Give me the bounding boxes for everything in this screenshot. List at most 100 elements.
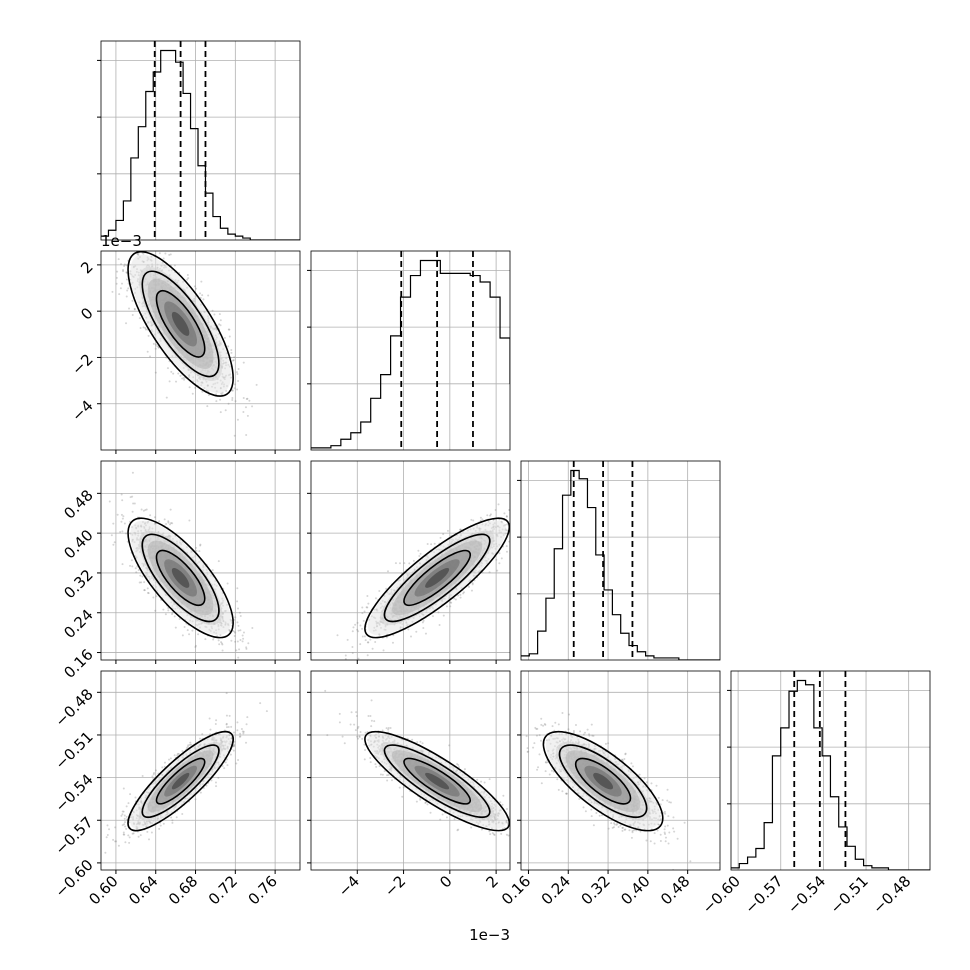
sample-point (352, 626, 355, 629)
pair-content (104, 692, 268, 854)
sample-point (152, 596, 155, 599)
sample-point (235, 649, 238, 652)
histogram-panel-1 (307, 250, 511, 451)
sample-point (256, 674, 258, 676)
sample-point (470, 518, 473, 521)
sample-point (417, 549, 420, 552)
sample-point (516, 501, 518, 503)
sample-point (489, 513, 492, 516)
pair-panel-0-3 (97, 670, 301, 874)
sample-point (233, 387, 236, 390)
sample-point (121, 499, 124, 502)
sample-point (505, 515, 508, 518)
sample-point (112, 522, 115, 525)
sample-point (125, 532, 128, 535)
sample-point (221, 643, 224, 646)
sample-point (236, 373, 239, 376)
sample-point (111, 290, 114, 293)
sample-point (168, 253, 171, 256)
sample-point (236, 587, 239, 590)
sample-point (398, 562, 401, 565)
sample-point (220, 641, 223, 644)
sample-point (486, 514, 489, 517)
sample-point (112, 543, 115, 546)
sample-point (197, 633, 200, 636)
sample-point (143, 589, 146, 592)
sample-point (241, 640, 244, 643)
sample-point (110, 534, 113, 537)
sample-point (357, 630, 360, 633)
sample-point (516, 530, 518, 532)
sample-point (164, 252, 167, 255)
sample-point (148, 355, 151, 358)
density-region (171, 567, 190, 588)
sample-point (242, 631, 245, 634)
sample-point (238, 648, 241, 651)
sample-point (227, 402, 230, 405)
sample-point (386, 570, 389, 573)
sample-point (146, 587, 149, 590)
sample-point (191, 392, 194, 395)
sample-point (446, 529, 449, 532)
sample-point (143, 581, 146, 584)
sample-point (481, 518, 484, 521)
sample-point (495, 558, 498, 561)
sample-point (511, 517, 513, 519)
sample-point (234, 400, 237, 403)
sample-point (506, 523, 509, 526)
sample-point (518, 494, 520, 496)
sample-point (153, 247, 155, 249)
sample-point (182, 376, 185, 379)
sample-point (144, 328, 147, 331)
sample-point (508, 540, 510, 543)
sample-point (244, 406, 247, 409)
sample-point (245, 646, 248, 649)
sample-point (412, 559, 415, 562)
sample-point (162, 257, 165, 260)
sample-point (187, 277, 190, 280)
sample-point (512, 540, 514, 542)
sample-point (251, 405, 254, 408)
sample-point (463, 591, 466, 594)
sample-point (239, 614, 242, 617)
histogram-panel-0 (97, 40, 301, 241)
sample-point (403, 562, 406, 565)
sample-point (385, 587, 388, 590)
sample-point (116, 270, 119, 273)
sample-point (123, 265, 126, 268)
sample-point (408, 562, 411, 565)
sample-point (367, 602, 370, 605)
sample-point (152, 342, 155, 345)
sample-point (154, 347, 157, 350)
sample-point (188, 633, 191, 636)
sample-point (164, 613, 167, 616)
sample-point (113, 541, 116, 544)
sample-point (232, 359, 235, 362)
sample-point (181, 634, 184, 637)
sample-point (153, 516, 156, 519)
sample-point (508, 509, 510, 512)
sample-point (147, 334, 150, 337)
sample-point (167, 520, 170, 523)
contour-line (127, 251, 234, 397)
sample-point (199, 292, 202, 295)
sample-point (439, 536, 442, 539)
sample-point (165, 523, 168, 526)
sample-point (366, 606, 369, 609)
sample-point (503, 512, 506, 515)
sample-point (169, 240, 171, 242)
sample-point (121, 517, 124, 520)
sample-point (155, 595, 158, 598)
sample-point (242, 411, 245, 414)
sample-point (131, 314, 134, 317)
sample-point (218, 313, 221, 316)
sample-point (245, 398, 248, 401)
sample-point (199, 544, 202, 547)
sample-point (186, 278, 189, 281)
sample-point (437, 611, 440, 614)
sample-point (202, 298, 205, 301)
sample-point (108, 500, 111, 503)
sample-point (248, 674, 250, 676)
sample-point (127, 287, 130, 290)
